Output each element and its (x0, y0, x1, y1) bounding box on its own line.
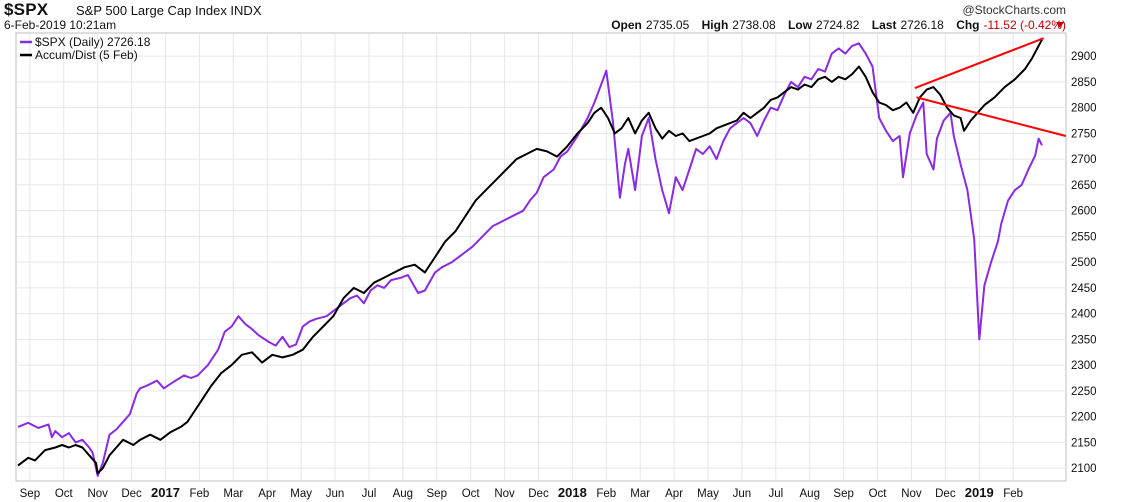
lower-trendline (916, 96, 1066, 137)
legend: $SPX (Daily) 2726.18 Accum/Dist (5 Feb) (20, 35, 151, 62)
x-tick-label: Oct (462, 488, 481, 500)
x-tick-label: 2019 (965, 485, 994, 500)
y-tick-label: 2850 (1071, 77, 1097, 89)
x-tick-label: May (697, 488, 719, 500)
y-tick-label: 2700 (1071, 154, 1097, 166)
chg-value: -11.52 (-0.42%) (983, 18, 1066, 32)
high-value: 2738.08 (732, 18, 776, 32)
x-tick-label: Nov (87, 488, 108, 500)
x-tick-label: Oct (55, 488, 74, 500)
y-tick-label: 2300 (1071, 360, 1097, 372)
x-tick-label: Apr (665, 488, 683, 500)
y-tick-label: 2800 (1071, 103, 1097, 115)
x-tick-label: Aug (800, 488, 820, 500)
x-tick-label: Feb (596, 488, 616, 500)
y-tick-label: 2200 (1071, 412, 1097, 424)
down-arrow-icon (1056, 22, 1064, 28)
y-tick-label: 2750 (1071, 128, 1097, 140)
x-tick-label: Jul (362, 488, 377, 500)
x-tick-label: Mar (630, 488, 650, 500)
x-tick-label: Feb (189, 488, 209, 500)
quote-bar: Open 2735.05 High 2738.08 Low 2724.82 Last 2… (611, 18, 1066, 32)
x-tick-label: Mar (223, 488, 243, 500)
y-tick-label: 2500 (1071, 257, 1097, 269)
y-tick-label: 2350 (1071, 334, 1097, 346)
y-tick-label: 2900 (1071, 51, 1097, 63)
legend-price-label: $SPX (Daily) 2726.18 (35, 35, 151, 49)
x-tick-label: Dec (935, 488, 956, 500)
last-value: 2726.18 (900, 18, 944, 32)
x-tick-label: Jun (326, 488, 345, 500)
x-tick-label: Dec (528, 488, 549, 500)
price-series-line (17, 42, 1043, 477)
x-tick-label: Sep (20, 488, 40, 500)
y-tick-label: 2400 (1071, 309, 1097, 321)
x-tick-label: 2018 (558, 485, 587, 500)
open-value: 2735.05 (645, 18, 690, 32)
open-label: Open (611, 18, 642, 32)
chart-datetime: 6-Feb-2019 10:21am (4, 18, 117, 32)
legend-accum-label: Accum/Dist (5 Feb) (35, 48, 138, 62)
upper-trendline (914, 37, 1045, 90)
ticker-symbol: $SPX (4, 0, 49, 19)
y-tick-label: 2600 (1071, 206, 1097, 218)
stockcharts-brand[interactable]: @StockCharts.com (962, 3, 1066, 17)
y-axis-labels: 2100 2150 2200 2250 2300 2350 2400 2450 2500 2550… (1071, 51, 1097, 475)
y-tick-label: 2150 (1071, 437, 1097, 449)
x-tick-label: Dec (121, 488, 142, 500)
y-tick-label: 2450 (1071, 283, 1097, 295)
x-tick-label: May (290, 488, 312, 500)
chg-label: Chg (956, 18, 980, 32)
x-tick-label: Nov (494, 488, 515, 500)
low-value: 2724.82 (816, 18, 860, 32)
gridlines (16, 33, 1066, 481)
x-tick-label: Jun (733, 488, 752, 500)
x-tick-label: Apr (258, 488, 276, 500)
series-lines (17, 37, 1066, 477)
x-tick-label: Sep (833, 488, 853, 500)
x-tick-label: Sep (427, 488, 447, 500)
x-tick-label: Aug (393, 488, 413, 500)
low-label: Low (788, 18, 813, 32)
x-tick-label: 2017 (151, 485, 180, 500)
y-tick-label: 2650 (1071, 180, 1097, 192)
x-tick-label: Nov (901, 488, 922, 500)
index-name: S&P 500 Large Cap Index INDX (76, 3, 262, 18)
plot-frame (15, 32, 1067, 482)
y-tick-label: 2250 (1071, 386, 1097, 398)
last-label: Last (871, 18, 897, 32)
x-axis-labels: Sep Oct Nov Dec 2017 Feb Mar Apr May Jun Jul Aug Sep… (20, 485, 1023, 500)
y-tick-label: 2550 (1071, 231, 1097, 243)
high-label: High (701, 18, 729, 32)
accum-dist-line (17, 39, 1043, 475)
x-tick-label: Feb (1003, 488, 1023, 500)
x-tick-label: Jul (768, 488, 783, 500)
y-tick-label: 2100 (1071, 463, 1097, 475)
x-tick-label: Oct (869, 488, 888, 500)
